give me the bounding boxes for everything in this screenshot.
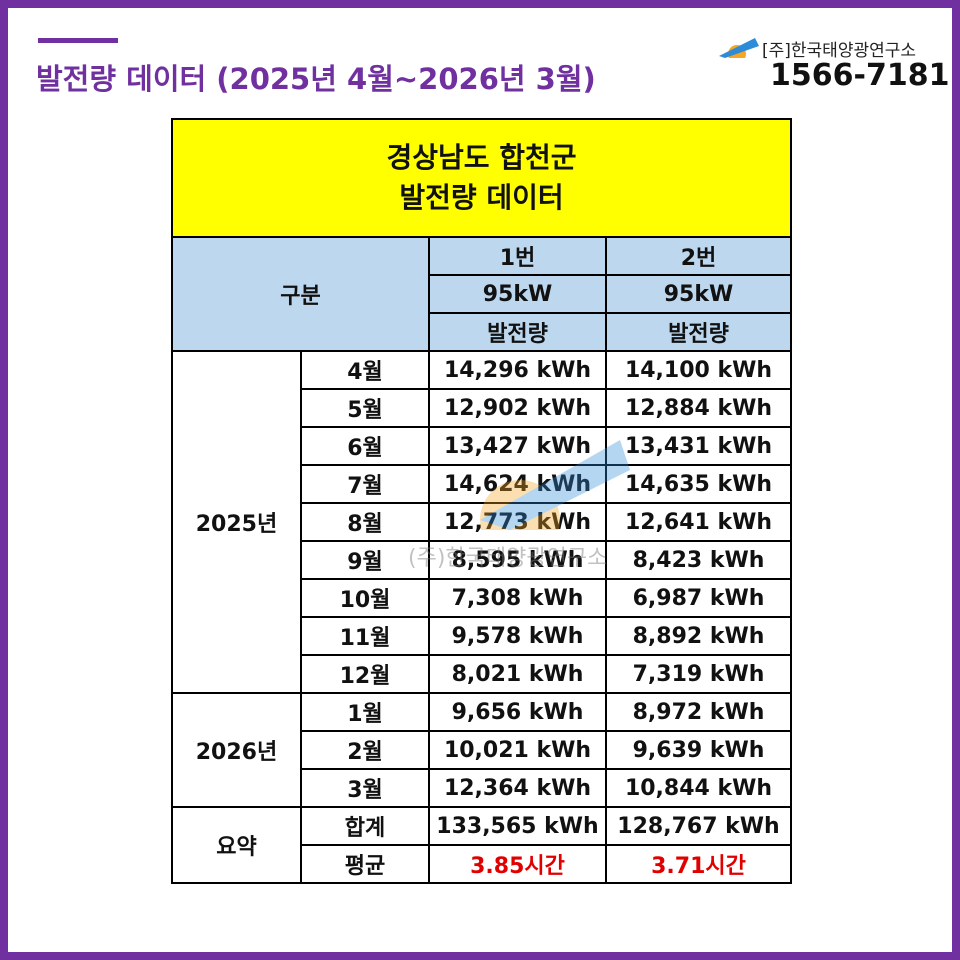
- data-row: 9월 8,595 kWh 8,423 kWh: [172, 540, 793, 580]
- value-cell: 133,565 kWh: [428, 806, 607, 846]
- header-cell: 2번: [604, 236, 793, 276]
- value-cell: 8,972 kWh: [604, 692, 793, 732]
- data-row: 12월 8,021 kWh 7,319 kWh: [172, 654, 793, 694]
- row-label: 평균: [300, 844, 430, 884]
- row-label: 6월: [300, 426, 430, 466]
- value-cell: 13,427 kWh: [428, 426, 607, 466]
- header-cell: 1번: [428, 236, 607, 276]
- header-cell: 95kW: [604, 274, 793, 314]
- watermark: (주)한국태양광연구소: [408, 546, 608, 571]
- header-label: 구분: [171, 236, 430, 352]
- value-cell: 10,021 kWh: [428, 730, 607, 770]
- page-title: 발전량 데이터 (2025년 4월~2026년 3월): [36, 62, 596, 96]
- value-cell: 3.71시간: [604, 844, 793, 884]
- value-cell: 12,902 kWh: [428, 388, 607, 428]
- data-row: 평균 3.85시간 3.71시간: [172, 844, 793, 884]
- row-label: 8월: [300, 502, 430, 542]
- data-row: 5월 12,902 kWh 12,884 kWh: [172, 388, 793, 428]
- row-label: 1월: [300, 692, 430, 732]
- value-cell: 9,578 kWh: [428, 616, 607, 656]
- value-cell: 8,021 kWh: [428, 654, 607, 694]
- data-row: 2025년 4월 14,296 kWh 14,100 kWh: [171, 350, 793, 694]
- value-cell: 7,319 kWh: [604, 654, 793, 694]
- value-cell: 12,773 kWh: [428, 502, 607, 542]
- header-row: 발전량 발전량: [172, 312, 793, 352]
- data-row: 10월 7,308 kWh 6,987 kWh: [172, 578, 793, 618]
- row-label: 5월: [300, 388, 430, 428]
- value-cell: 12,364 kWh: [428, 768, 607, 808]
- data-row: 2026년 1월 9,656 kWh 8,972 kWh: [171, 692, 793, 808]
- row-label: 11월: [300, 616, 430, 656]
- value-cell: 12,884 kWh: [604, 388, 793, 428]
- data-row: 2월 10,021 kWh 9,639 kWh: [172, 730, 793, 770]
- header-row: 구분 1번 2번: [171, 236, 793, 352]
- value-cell: 7,308 kWh: [428, 578, 607, 618]
- value-cell: 8,595 kWh: [428, 540, 607, 580]
- table-title-line: 발전량 데이터: [399, 181, 564, 214]
- data-row: 요약 합계 133,565 kWh 128,767 kWh: [171, 806, 793, 884]
- value-cell: 10,844 kWh: [604, 768, 793, 808]
- value-cell: 14,100 kWh: [604, 350, 793, 390]
- value-cell: 128,767 kWh: [604, 806, 793, 846]
- header-cell: 발전량: [604, 312, 793, 352]
- row-label: 9월: [300, 540, 430, 580]
- row-label: 합계: [300, 806, 430, 846]
- value-cell: 13,431 kWh: [604, 426, 793, 466]
- value-cell: 3.85시간: [428, 844, 607, 884]
- row-label: 12월: [300, 654, 430, 694]
- header-row: 95kW 95kW: [172, 274, 793, 314]
- phone-number: 1566-7181: [770, 58, 950, 93]
- value-cell: 9,639 kWh: [604, 730, 793, 770]
- data-row: 3월 12,364 kWh 10,844 kWh: [172, 768, 793, 808]
- watermark-logo: [480, 440, 630, 530]
- group-label: 2025년: [171, 350, 302, 694]
- row-label: 4월: [300, 350, 430, 390]
- row-label: 10월: [300, 578, 430, 618]
- data-row: 11월 9,578 kWh 8,892 kWh: [172, 616, 793, 656]
- group-label: 요약: [171, 806, 302, 884]
- data-table: 경상남도 합천군 발전량 데이터 구분 1번 2번 95kW 95kW 발전량 발전량 2025년…: [170, 118, 793, 884]
- group-label: 2026년: [171, 692, 302, 808]
- value-cell: 14,296 kWh: [428, 350, 607, 390]
- data-row: 6월 13,427 kWh 13,431 kWh: [172, 426, 793, 466]
- table-title-line: 경상남도 합천군: [386, 141, 577, 174]
- value-cell: 6,987 kWh: [604, 578, 793, 618]
- value-cell: 9,656 kWh: [428, 692, 607, 732]
- header-cell: 발전량: [428, 312, 607, 352]
- row-label: 2월: [300, 730, 430, 770]
- value-cell: 8,423 kWh: [604, 540, 793, 580]
- value-cell: 14,624 kWh: [428, 464, 607, 504]
- logo-icon: [719, 38, 759, 58]
- value-cell: 14,635 kWh: [604, 464, 793, 504]
- value-cell: 8,892 kWh: [604, 616, 793, 656]
- row-label: 3월: [300, 768, 430, 808]
- value-cell: 12,641 kWh: [604, 502, 793, 542]
- header-cell: 95kW: [428, 274, 607, 314]
- row-label: 7월: [300, 464, 430, 504]
- accent-bar: [38, 38, 118, 43]
- company-name: [주]한국태양광연구소: [762, 41, 917, 61]
